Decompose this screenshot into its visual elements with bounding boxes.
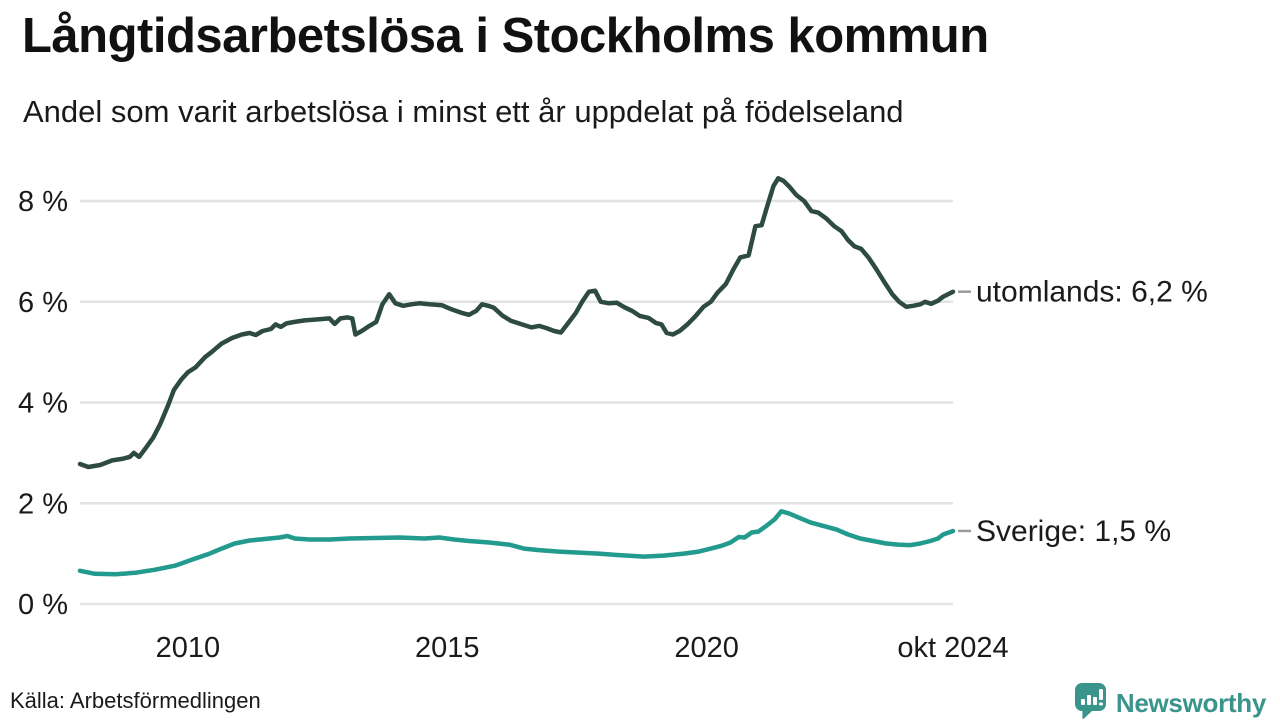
y-axis-tick-label: 6 % [18,287,68,319]
end-label-Sverige: Sverige: 1,5 % [976,515,1171,548]
end-label-utomlands: utomlands: 6,2 % [976,276,1208,309]
x-axis-tick-label: okt 2024 [897,632,1008,664]
x-axis-tick-label: 2010 [156,632,221,664]
chart-title: Långtidsarbetslösa i Stockholms kommun [22,9,989,63]
y-axis-tick-label: 4 % [18,388,68,420]
series-line-utomlands [77,176,956,470]
x-axis-tick-label: 2015 [415,632,480,664]
chart-subtitle: Andel som varit arbetslösa i minst ett å… [23,94,904,129]
newsworthy-wordmark: Newsworthy [1115,687,1266,718]
y-axis-tick-label: 2 % [18,488,68,520]
newsworthy-brand: Newsworthy [1074,682,1266,724]
newsworthy-logo-icon [1074,682,1107,724]
y-axis-tick-label: 0 % [18,589,68,621]
x-axis-tick-label: 2020 [674,632,739,664]
y-axis-tick-label: 8 % [18,186,68,218]
series-line-Sverige [77,509,956,577]
source-note: Källa: Arbetsförmedlingen [10,688,261,713]
